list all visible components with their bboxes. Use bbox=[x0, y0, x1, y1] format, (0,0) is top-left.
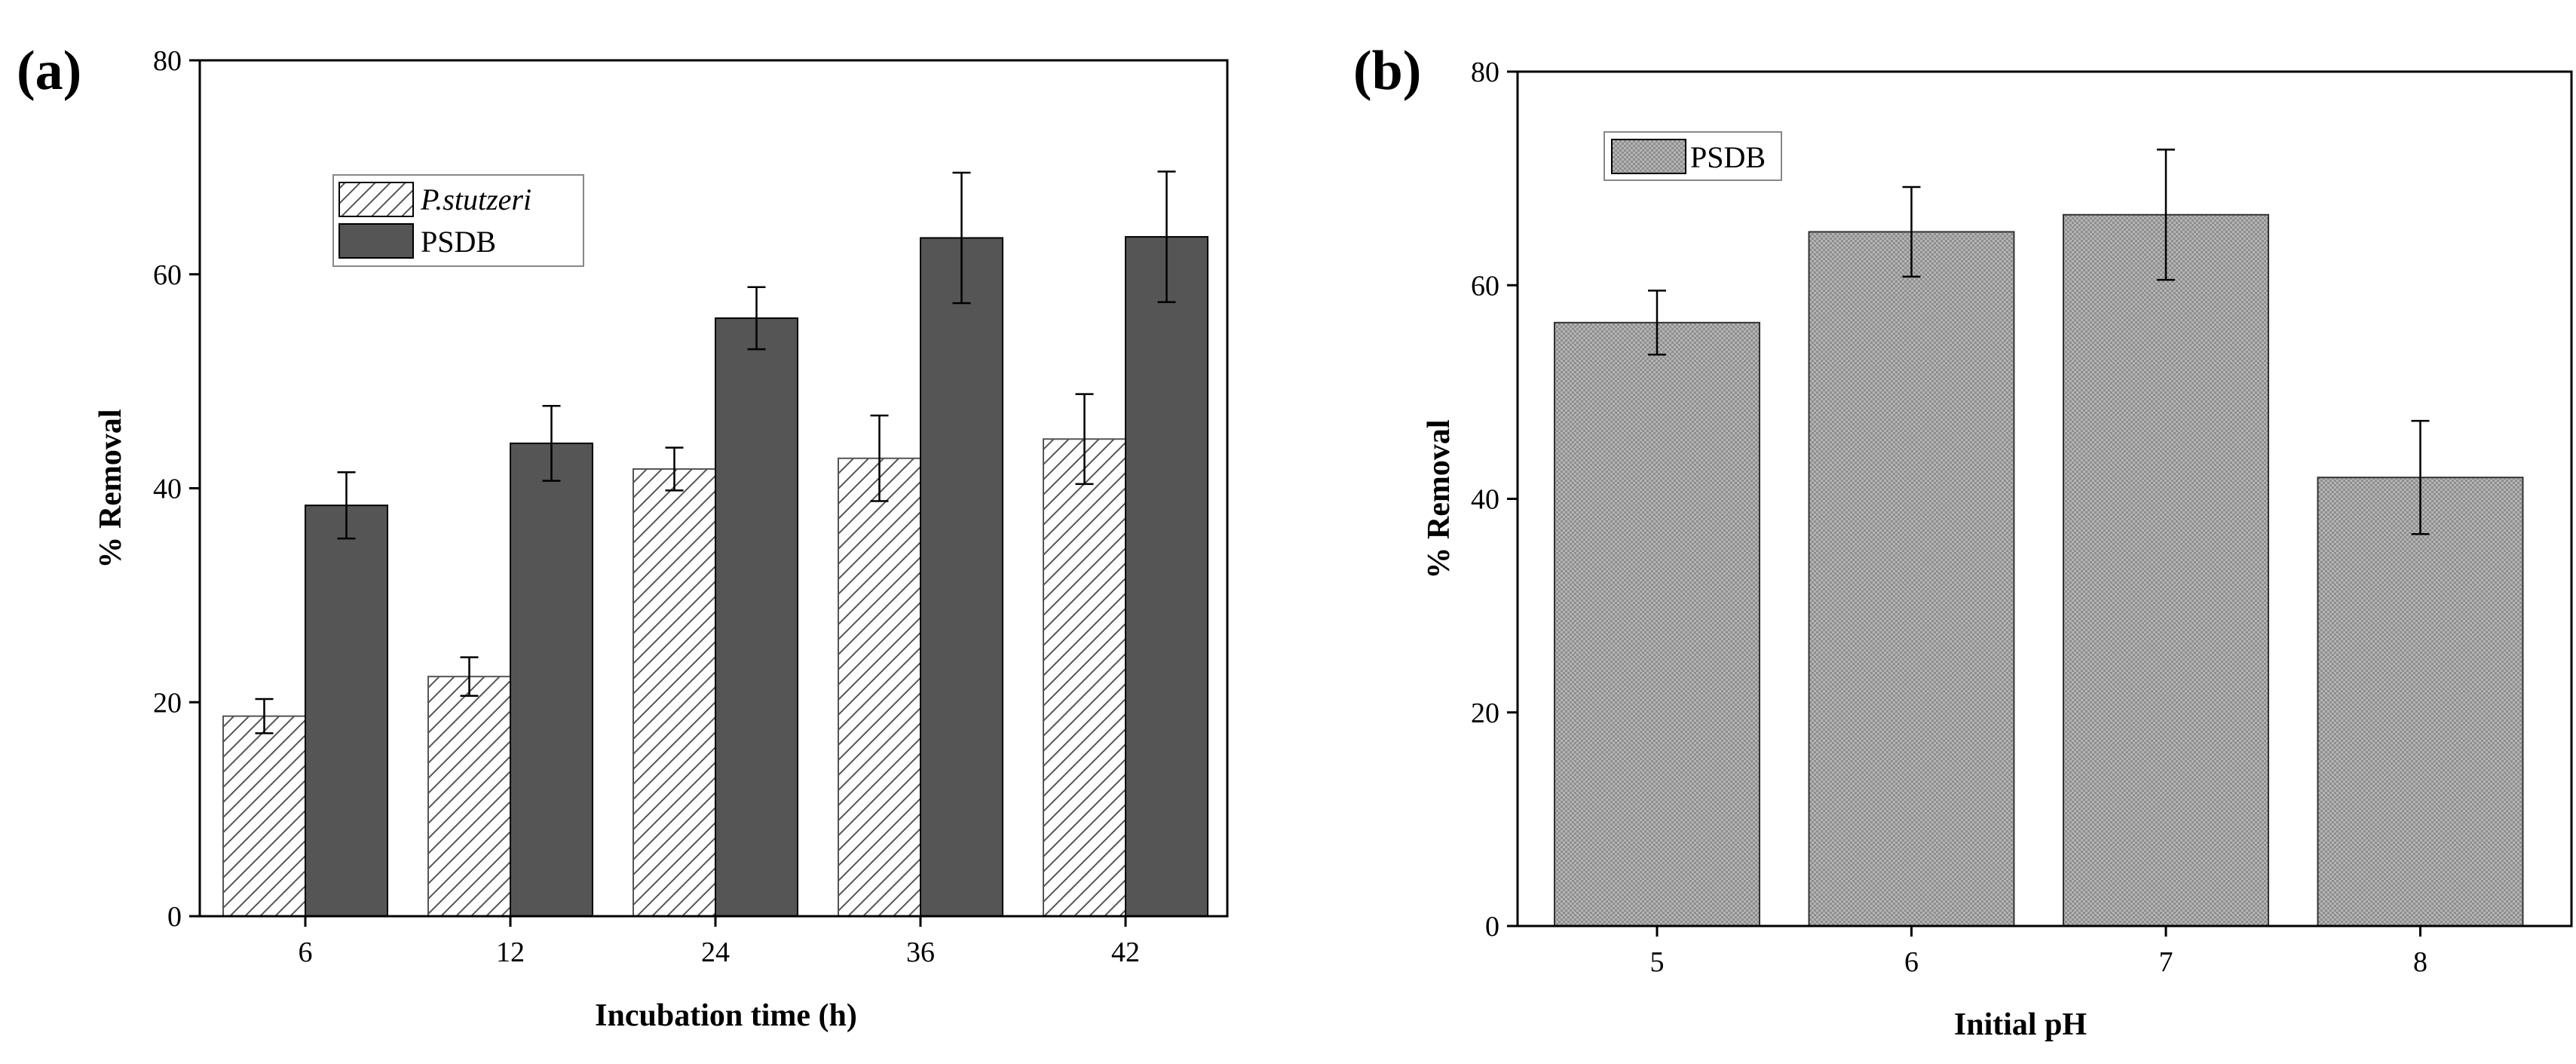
y-tick-label-a-3: 60 bbox=[153, 259, 182, 291]
bar-b-s0-7 bbox=[2063, 213, 2269, 927]
x-tick-label-b-2: 7 bbox=[2159, 946, 2173, 978]
legend-label-pstutzeri: P.stutzeri bbox=[420, 182, 531, 216]
x-axis-label-a: Incubation time (h) bbox=[595, 998, 857, 1033]
legend-label-psdb-b: PSDB bbox=[1690, 140, 1766, 174]
y-tick-label-a-4: 80 bbox=[153, 45, 182, 77]
x-tick-label-b-3: 8 bbox=[2413, 946, 2427, 978]
y-tick-label-b-3: 60 bbox=[1471, 270, 1499, 302]
bar-a-s1-24 bbox=[715, 317, 798, 917]
panel-label-b: (b) bbox=[1353, 40, 1421, 102]
x-tick-label-a-4: 42 bbox=[1111, 937, 1140, 968]
y-axis-label-b: % Removal bbox=[1422, 419, 1456, 578]
legend-swatch-psdb-a bbox=[338, 223, 414, 259]
plot-frame-a bbox=[198, 59, 1229, 918]
bar-a-s0-6 bbox=[222, 715, 306, 917]
legend-b: PSDB bbox=[1603, 131, 1782, 181]
y-tick-label-b-0: 0 bbox=[1485, 911, 1499, 943]
x-tick-label-a-2: 24 bbox=[701, 937, 730, 968]
y-axis-label-a: % Removal bbox=[93, 409, 128, 568]
legend-swatch-psdb-b bbox=[1611, 139, 1686, 174]
x-tick-label-a-1: 12 bbox=[496, 937, 525, 968]
plot-frame-b bbox=[1516, 70, 2573, 928]
x-tick-label-a-0: 6 bbox=[299, 937, 313, 968]
bar-a-s1-6 bbox=[305, 504, 388, 917]
panel-label-a: (a) bbox=[17, 40, 81, 102]
x-tick-label-a-3: 36 bbox=[906, 937, 935, 968]
chart-a: (a) 0 20 40 60 80 6 12 24 36 42 % Removal Incubat… bbox=[17, 40, 1229, 1033]
x-tick-label-b-0: 5 bbox=[1650, 946, 1665, 978]
y-tick-label-b-4: 80 bbox=[1471, 57, 1499, 88]
bar-b-s0-6 bbox=[1808, 231, 2015, 927]
bar-a-s0-12 bbox=[427, 676, 511, 917]
bar-b-s0-8 bbox=[2317, 477, 2524, 927]
y-tick-label-a-1: 20 bbox=[153, 687, 182, 719]
bar-a-s1-36 bbox=[920, 237, 1003, 917]
y-tick-label-a-2: 40 bbox=[153, 474, 182, 505]
y-tick-label-a-0: 0 bbox=[167, 901, 182, 933]
bar-a-s0-24 bbox=[633, 468, 716, 917]
x-axis-label-b: Initial pH bbox=[1954, 1007, 2087, 1042]
chart-b: (b) 0 20 40 60 80 5 6 7 8 % Removal Initial pH P… bbox=[1353, 40, 2573, 1042]
legend-a: P.stutzeri PSDB bbox=[332, 174, 584, 267]
legend-label-psdb-a: PSDB bbox=[421, 225, 496, 259]
bar-a-s0-42 bbox=[1043, 438, 1126, 917]
bar-a-s1-42 bbox=[1125, 236, 1208, 917]
y-tick-label-b-1: 20 bbox=[1471, 698, 1499, 729]
bar-b-s0-5 bbox=[1554, 321, 1760, 928]
bar-a-s0-36 bbox=[838, 457, 921, 917]
legend-swatch-pstutzeri bbox=[338, 182, 414, 217]
x-tick-label-b-1: 6 bbox=[1904, 946, 1919, 978]
bar-a-s1-12 bbox=[510, 442, 593, 917]
y-tick-label-b-2: 40 bbox=[1471, 484, 1499, 516]
